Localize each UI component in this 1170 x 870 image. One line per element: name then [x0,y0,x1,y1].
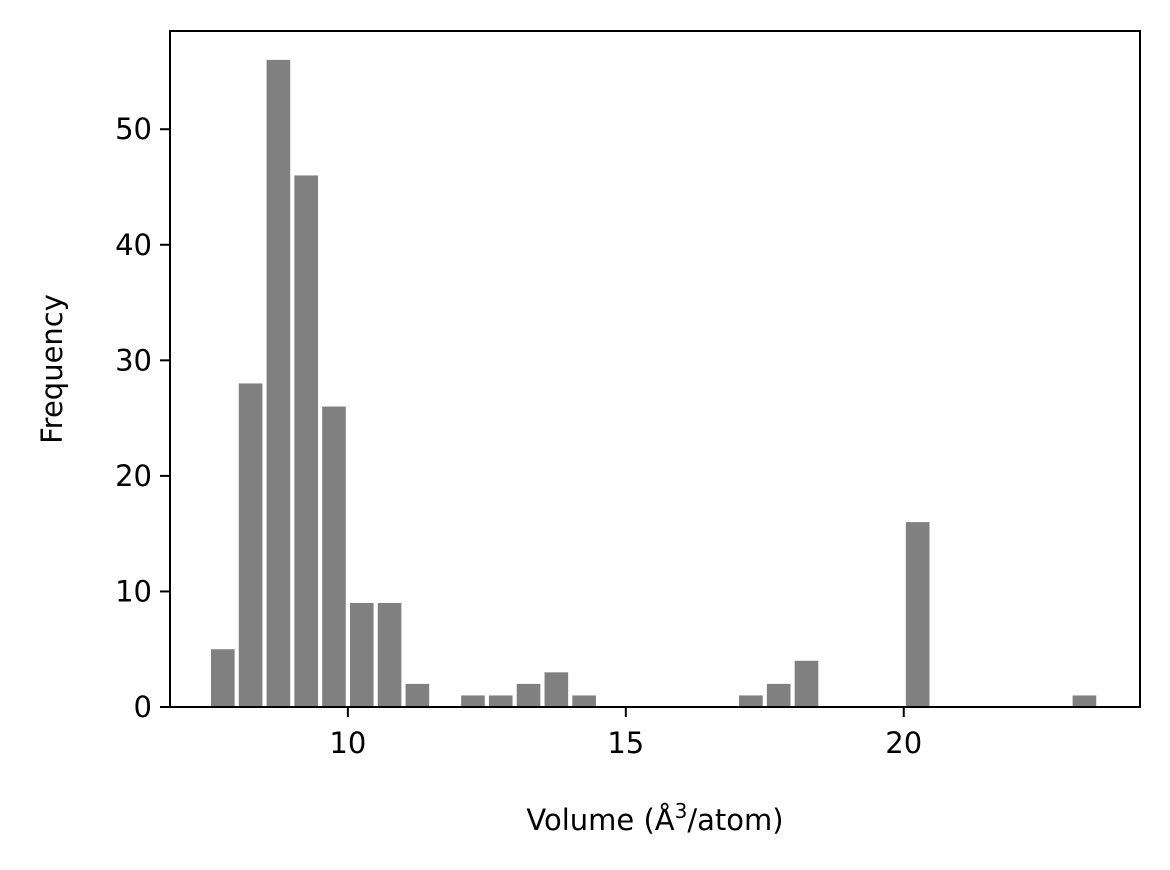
bars-group [210,59,1097,707]
histogram-bar [405,683,430,707]
histogram-bar [461,695,485,707]
histogram-bar [322,406,346,707]
y-axis-label: Frequency [35,294,69,444]
plot-frame [169,30,1141,708]
histogram-bar [210,649,235,707]
y-axis-ticks: 0 10 20 30 40 50 [115,112,170,724]
histogram-bar [905,522,930,707]
x-axis-ticks: 10 15 20 [329,707,922,760]
histogram-bar [488,695,513,707]
histogram-bar [766,683,791,707]
x-tick-label: 10 [329,726,366,760]
histogram-bar [294,175,319,707]
histogram-bar [238,383,263,707]
x-axis-label-text: Volume (Å [526,803,674,837]
x-axis-label: Volume (Å3/atom) [526,799,783,837]
histogram-bar [266,59,291,707]
x-axis-label-superscript: 3 [675,799,688,823]
y-tick-label: 30 [115,343,152,377]
x-axis-label-suffix: /atom) [687,803,783,837]
histogram-bar [349,603,374,707]
histogram-bar [1072,695,1097,707]
y-tick-label: 40 [115,228,152,262]
y-tick-label: 10 [115,574,152,608]
y-tick-label: 0 [134,690,152,724]
histogram-bar [516,683,541,707]
y-tick-label: 50 [115,112,152,146]
histogram-bar [739,695,763,707]
histogram-bar [377,603,402,707]
histogram-bar [544,672,569,707]
x-tick-label: 20 [885,726,922,760]
y-tick-label: 20 [115,459,152,493]
histogram-bar [572,695,596,707]
histogram-bar [794,660,819,707]
x-tick-label: 15 [607,726,644,760]
